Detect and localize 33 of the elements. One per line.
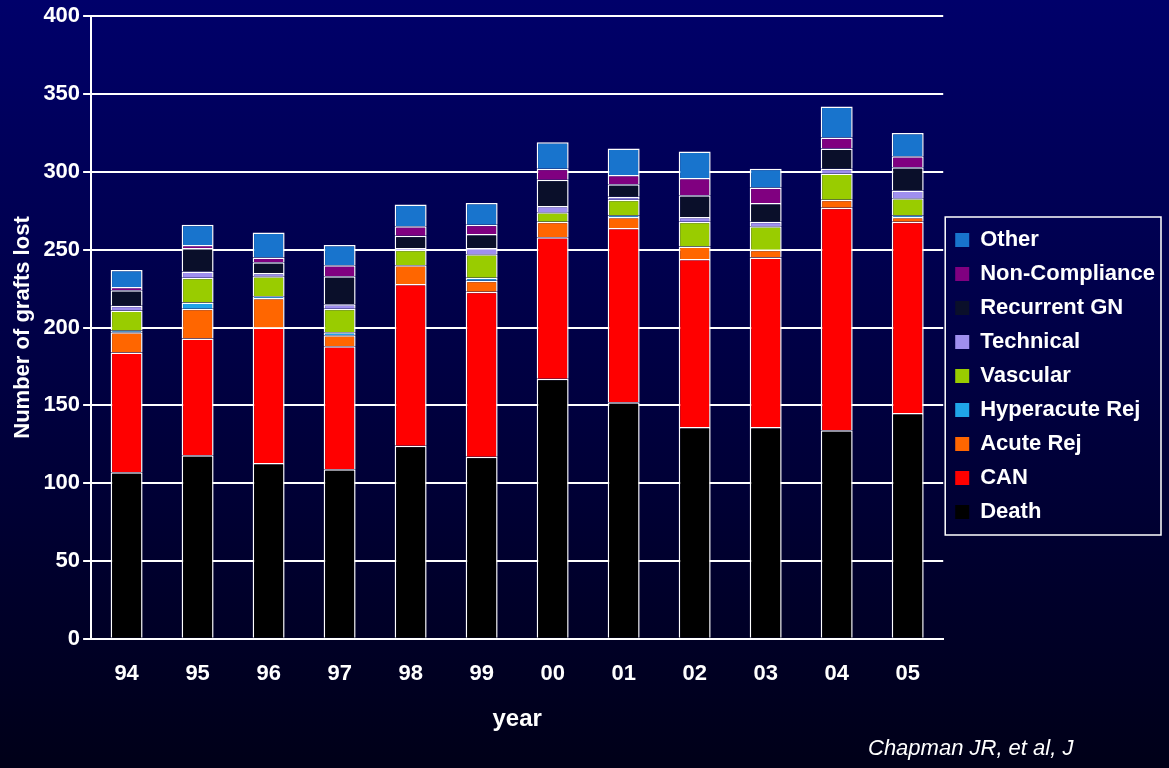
x-tick-label: 04 [824,660,850,686]
x-tick-label: 98 [398,660,423,686]
x-tick-label: 03 [753,660,778,686]
legend-label: CAN [980,464,1028,490]
legend-label: Technical [980,328,1081,354]
y-tick-label: 50 [55,547,81,573]
x-tick-label: 05 [895,660,920,686]
y-tick-label: 200 [43,313,81,339]
x-tick-label: 01 [611,660,636,686]
text: Chapman JR, et al, J [868,735,1075,761]
legend-label: Acute Rej [980,430,1082,456]
legend-label: Recurrent GN [980,294,1124,320]
y-tick-label: 400 [43,2,81,28]
x-tick-label: 94 [114,660,140,686]
x-tick-label: 96 [256,660,281,686]
legend-label: Vascular [980,362,1072,388]
y-tick-label: 300 [43,157,81,183]
legend-label: Other [980,226,1040,252]
y-tick-label: 350 [43,80,81,106]
y-tick-label: 100 [43,469,81,495]
x-tick-label: 99 [469,660,494,686]
x-tick-label: 97 [327,660,352,686]
legend-label: Death [980,498,1042,524]
x-tick-label: 02 [682,660,707,686]
y-axis-title: Number of grafts lost [9,215,35,439]
legend-label: Hyperacute Rej [980,396,1141,422]
y-tick-label: 0 [67,624,81,650]
y-tick-label: 250 [43,235,81,261]
x-tick-label: 00 [540,660,565,686]
x-axis-title: year [492,704,542,732]
y-tick-label: 150 [43,391,81,417]
legend-label: Non-Compliance [980,260,1156,286]
x-tick-label: 95 [185,660,210,686]
